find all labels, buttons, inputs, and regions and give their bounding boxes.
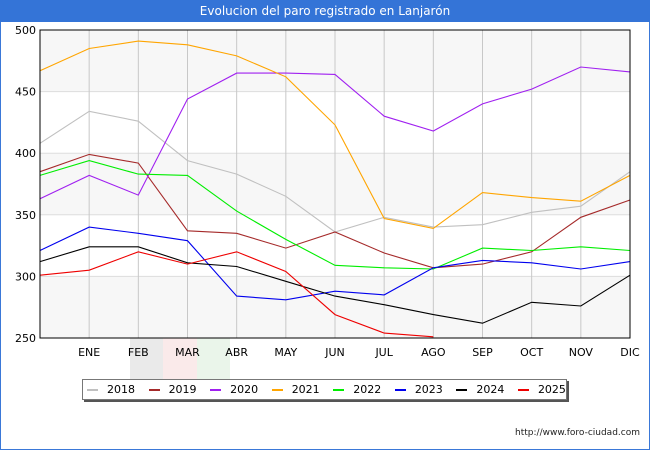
legend-swatch (87, 388, 98, 391)
legend-item-2018: 2018 (87, 383, 135, 396)
legend-item-2024: 2024 (456, 383, 504, 396)
legend-label: 2024 (476, 383, 505, 396)
y-tick-label: 300 (15, 270, 36, 283)
x-tick-label: MAR (175, 346, 200, 359)
x-axis-ticks: ENE FEB MAR ABR MAY JUN JUL AGO SEP OCT NOV DIC (78, 346, 640, 359)
legend-item-2023: 2023 (394, 383, 443, 396)
x-tick-label: FEB (128, 346, 149, 359)
series-line-2020 (39, 66, 631, 200)
plot-border (39, 29, 631, 339)
x-tick-label: MAY (274, 346, 297, 359)
legend-swatch (394, 388, 406, 391)
x-tick-label: OCT (520, 346, 543, 359)
x-tick-label: JUN (324, 346, 345, 359)
legend-label: 2020 (230, 383, 259, 396)
flag-watermark (130, 338, 230, 382)
legend-label: 2023 (414, 383, 443, 396)
legend-swatch (148, 388, 160, 391)
series-line-2019 (39, 153, 631, 269)
x-tick-label: SEP (472, 346, 493, 359)
legend-item-2021: 2021 (271, 383, 320, 396)
y-tick-label: 500 (15, 24, 36, 37)
legend-swatch (210, 388, 222, 391)
y-tick-label: 450 (15, 86, 36, 99)
legend-label: 2021 (291, 383, 320, 396)
chart-title: Evolucion del paro registrado en Lanjaró… (0, 0, 650, 22)
y-tick-label: 250 (15, 332, 36, 345)
legend-item-2020: 2020 (210, 383, 258, 396)
x-tick-label: ENE (78, 346, 100, 359)
legend-swatch (333, 388, 345, 391)
series-line-2024 (39, 246, 631, 324)
legend-swatch (517, 388, 529, 391)
legend-label: 2019 (168, 383, 197, 396)
legend-item-2022: 2022 (333, 383, 381, 396)
legend-item-2025: 2025 (517, 383, 566, 396)
series-line-2022 (39, 160, 631, 270)
legend-swatch (456, 388, 468, 391)
x-tick-label: NOV (569, 346, 594, 359)
x-tick-label: ABR (225, 346, 248, 359)
series-line-2025 (39, 251, 434, 338)
y-axis-ticks: 250 300 350 400 450 500 (15, 24, 36, 345)
series-line-2021 (39, 40, 631, 229)
legend-swatch (271, 388, 283, 391)
legend-item-2019: 2019 (148, 383, 197, 396)
legend: 2018 2019 2020 2021 2022 2023 2024 2025 (82, 379, 567, 400)
y-tick-label: 350 (15, 209, 36, 222)
series-line-2023 (39, 226, 631, 301)
x-tick-label: AGO (421, 346, 446, 359)
legend-label: 2018 (107, 383, 135, 396)
x-tick-label: DIC (620, 346, 640, 359)
legend-label: 2025 (537, 383, 566, 396)
source-link[interactable]: http://www.foro-ciudad.com (515, 428, 640, 438)
legend-label: 2022 (353, 383, 382, 396)
y-tick-label: 400 (15, 147, 36, 160)
series-lines (39, 40, 631, 338)
x-tick-label: JUL (374, 346, 393, 359)
